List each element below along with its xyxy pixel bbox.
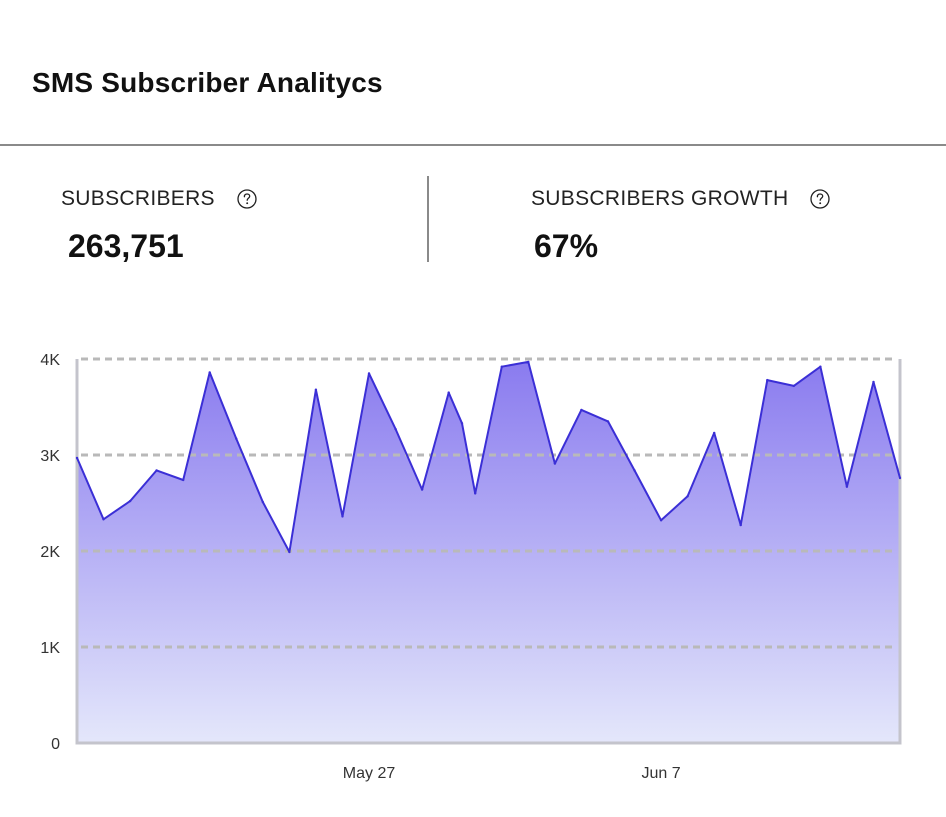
data-point[interactable] bbox=[686, 495, 689, 498]
data-point[interactable] bbox=[128, 499, 132, 503]
data-point[interactable] bbox=[155, 469, 158, 472]
data-point[interactable] bbox=[633, 469, 636, 472]
data-point[interactable] bbox=[845, 485, 849, 488]
subscribers-stat-header: SUBSCRIBERS bbox=[61, 184, 257, 214]
data-point[interactable] bbox=[872, 380, 875, 384]
y-tick-label: 0 bbox=[51, 736, 60, 753]
y-tick-label: 2K bbox=[40, 544, 60, 561]
data-point[interactable] bbox=[235, 437, 238, 440]
growth-stat-header: SUBSCRIBERS GROWTH bbox=[531, 184, 831, 214]
gridlines bbox=[81, 357, 896, 649]
data-point[interactable] bbox=[580, 408, 583, 412]
data-point[interactable] bbox=[102, 518, 105, 521]
data-point[interactable] bbox=[898, 476, 902, 480]
subscribers-stat: SUBSCRIBERS 263,751 bbox=[61, 184, 257, 266]
y-axis-ticks: 0 1K 2K 3K 4K bbox=[40, 352, 60, 753]
page-title: SMS Subscriber Analitycs bbox=[32, 67, 383, 98]
y-tick-label: 1K bbox=[40, 640, 60, 657]
stats-divider bbox=[427, 176, 429, 262]
y-tick-label: 4K bbox=[40, 352, 60, 369]
data-point[interactable] bbox=[500, 365, 503, 368]
data-point[interactable] bbox=[420, 488, 424, 491]
data-point[interactable] bbox=[261, 500, 264, 504]
data-point[interactable] bbox=[739, 523, 742, 527]
area-layer bbox=[77, 361, 900, 743]
x-axis-ticks: May 27 Jun 7 bbox=[343, 765, 681, 782]
data-point[interactable] bbox=[819, 365, 822, 368]
data-point[interactable] bbox=[606, 420, 610, 423]
data-point[interactable] bbox=[341, 515, 344, 518]
data-point[interactable] bbox=[75, 456, 79, 460]
data-point[interactable] bbox=[792, 384, 795, 388]
data-point[interactable] bbox=[447, 391, 450, 394]
axes bbox=[75, 359, 902, 745]
growth-label: SUBSCRIBERS GROWTH bbox=[531, 187, 789, 210]
growth-value: 67% bbox=[534, 228, 599, 264]
data-point[interactable] bbox=[527, 360, 530, 364]
data-point[interactable] bbox=[766, 378, 769, 382]
subscribers-value: 263,751 bbox=[68, 228, 184, 264]
header: SMS Subscriber Analitycs bbox=[0, 0, 946, 146]
help-icon[interactable] bbox=[237, 189, 257, 209]
data-point[interactable] bbox=[460, 422, 464, 425]
data-point[interactable] bbox=[208, 371, 211, 374]
x-tick-label: Jun 7 bbox=[641, 765, 680, 782]
data-point[interactable] bbox=[553, 462, 557, 465]
line-layer bbox=[75, 360, 902, 554]
data-point[interactable] bbox=[394, 427, 397, 431]
y-tick-label: 3K bbox=[40, 448, 60, 465]
data-point[interactable] bbox=[474, 492, 477, 495]
help-icon[interactable] bbox=[810, 189, 831, 209]
growth-stat: SUBSCRIBERS GROWTH 67% bbox=[531, 184, 831, 266]
data-point[interactable] bbox=[182, 478, 185, 482]
data-point[interactable] bbox=[288, 550, 291, 554]
subscribers-area-chart: 0 1K 2K 3K 4K May 27 Jun 7 bbox=[40, 352, 902, 782]
data-point[interactable] bbox=[367, 372, 371, 375]
area-fill bbox=[77, 361, 900, 743]
x-tick-label: May 27 bbox=[343, 765, 396, 782]
data-point[interactable] bbox=[713, 431, 716, 435]
subscribers-label: SUBSCRIBERS bbox=[61, 187, 215, 210]
data-point[interactable] bbox=[659, 519, 663, 522]
data-point[interactable] bbox=[314, 388, 318, 391]
